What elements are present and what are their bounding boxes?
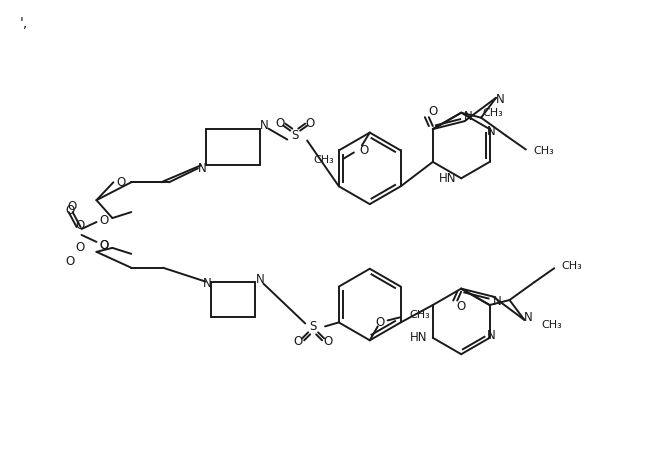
Text: S: S <box>292 129 299 142</box>
Text: N: N <box>203 277 211 290</box>
Text: N: N <box>260 119 269 132</box>
Text: O: O <box>67 200 76 212</box>
Text: N: N <box>493 295 501 308</box>
Text: HN: HN <box>439 172 456 185</box>
Text: CH₃: CH₃ <box>562 261 582 271</box>
Text: ',: ', <box>20 16 28 30</box>
Text: CH₃: CH₃ <box>482 108 503 118</box>
Text: O: O <box>305 117 315 130</box>
Text: N: N <box>256 273 265 286</box>
Text: O: O <box>276 117 285 130</box>
Text: O: O <box>375 316 384 329</box>
Text: O: O <box>65 203 74 217</box>
Text: N: N <box>496 93 505 106</box>
Text: CH₃: CH₃ <box>542 320 562 330</box>
Text: CH₃: CH₃ <box>314 155 334 165</box>
Text: CH₃: CH₃ <box>533 147 554 157</box>
Text: O: O <box>428 105 437 118</box>
Text: CH₃: CH₃ <box>409 311 430 321</box>
Text: O: O <box>75 242 84 254</box>
Text: O: O <box>117 176 126 189</box>
Text: N: N <box>487 124 496 138</box>
Text: O: O <box>65 255 74 268</box>
Text: O: O <box>323 335 333 348</box>
Text: O: O <box>456 300 466 313</box>
Text: N: N <box>197 162 206 175</box>
Text: S: S <box>309 320 317 333</box>
Text: O: O <box>359 144 368 157</box>
Text: O: O <box>75 218 84 232</box>
Text: N: N <box>487 329 496 342</box>
Text: O: O <box>100 239 109 252</box>
Text: N: N <box>524 311 533 325</box>
Text: HN: HN <box>410 331 427 344</box>
Text: O: O <box>294 335 303 348</box>
Text: O: O <box>100 213 109 227</box>
Text: N: N <box>464 110 473 123</box>
Text: O: O <box>100 239 109 252</box>
